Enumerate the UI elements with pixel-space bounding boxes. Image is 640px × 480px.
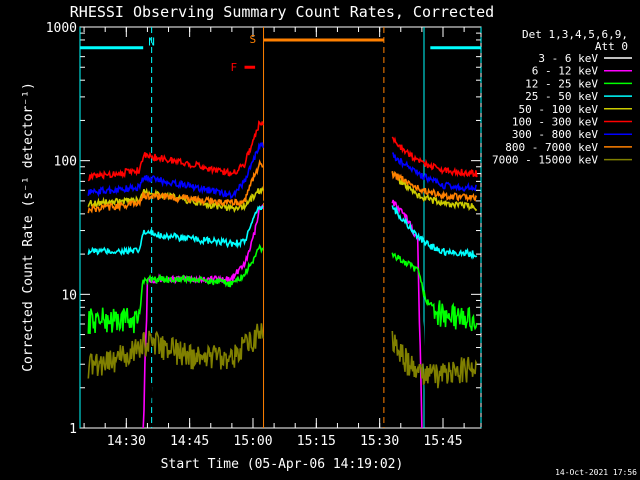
legend-entry-label: 800 - 7000 keV (505, 141, 598, 154)
y-tick-label: 100 (54, 155, 77, 170)
series-line (87, 323, 478, 389)
series-line (142, 199, 423, 429)
series-line (87, 205, 478, 260)
series-line (144, 187, 427, 419)
x-tick-label: 15:45 (423, 434, 462, 449)
legend-header: Det 1,3,4,5,6,9, (522, 28, 628, 41)
flag-label-N: N (148, 36, 155, 49)
x-tick-label: 14:45 (170, 434, 209, 449)
legend-entry-label: 3 - 6 keV (538, 52, 598, 65)
flag-label-S: S (250, 33, 257, 46)
plot-area: 1 10 100 1000 14:30 14:45 15:00 15:15 15:30 15:45… (46, 21, 482, 449)
x-axis-label: Start Time (05-Apr-06 14:19:02) (161, 457, 404, 472)
y-axis-label: Corrected Count Rate (s⁻¹ detector⁻¹) (21, 82, 36, 372)
x-tick-label: 14:30 (107, 434, 146, 449)
x-tick-label: 15:15 (297, 434, 336, 449)
footer-timestamp: 14-Oct-2021 17:56 (555, 468, 637, 477)
flag-label-F: F (231, 61, 238, 74)
y-tick-label: 10 (61, 288, 77, 303)
legend-entry-label: 50 - 100 keV (519, 103, 599, 116)
legend-entry-label: 25 - 50 keV (525, 90, 598, 103)
legend-entry-label: 7000 - 15000 keV (492, 154, 598, 167)
series-line (87, 142, 477, 200)
legend-entry-label: 6 - 12 keV (532, 65, 599, 78)
y-tick-label: 1000 (46, 21, 77, 36)
legend-entry-label: 100 - 300 keV (512, 116, 598, 129)
series-line (87, 159, 478, 214)
legend-entry-label: 12 - 25 keV (525, 77, 598, 90)
x-tick-label: 15:30 (360, 434, 399, 449)
legend-header: Att 0 (595, 40, 628, 53)
x-tick-label: 15:00 (233, 434, 272, 449)
y-tick-label: 1 (69, 422, 77, 437)
legend-entry-label: 300 - 800 keV (512, 128, 598, 141)
series-line (87, 120, 478, 182)
series-line (87, 243, 478, 335)
chart-title: RHESSI Observing Summary Count Rates, Co… (70, 3, 494, 21)
